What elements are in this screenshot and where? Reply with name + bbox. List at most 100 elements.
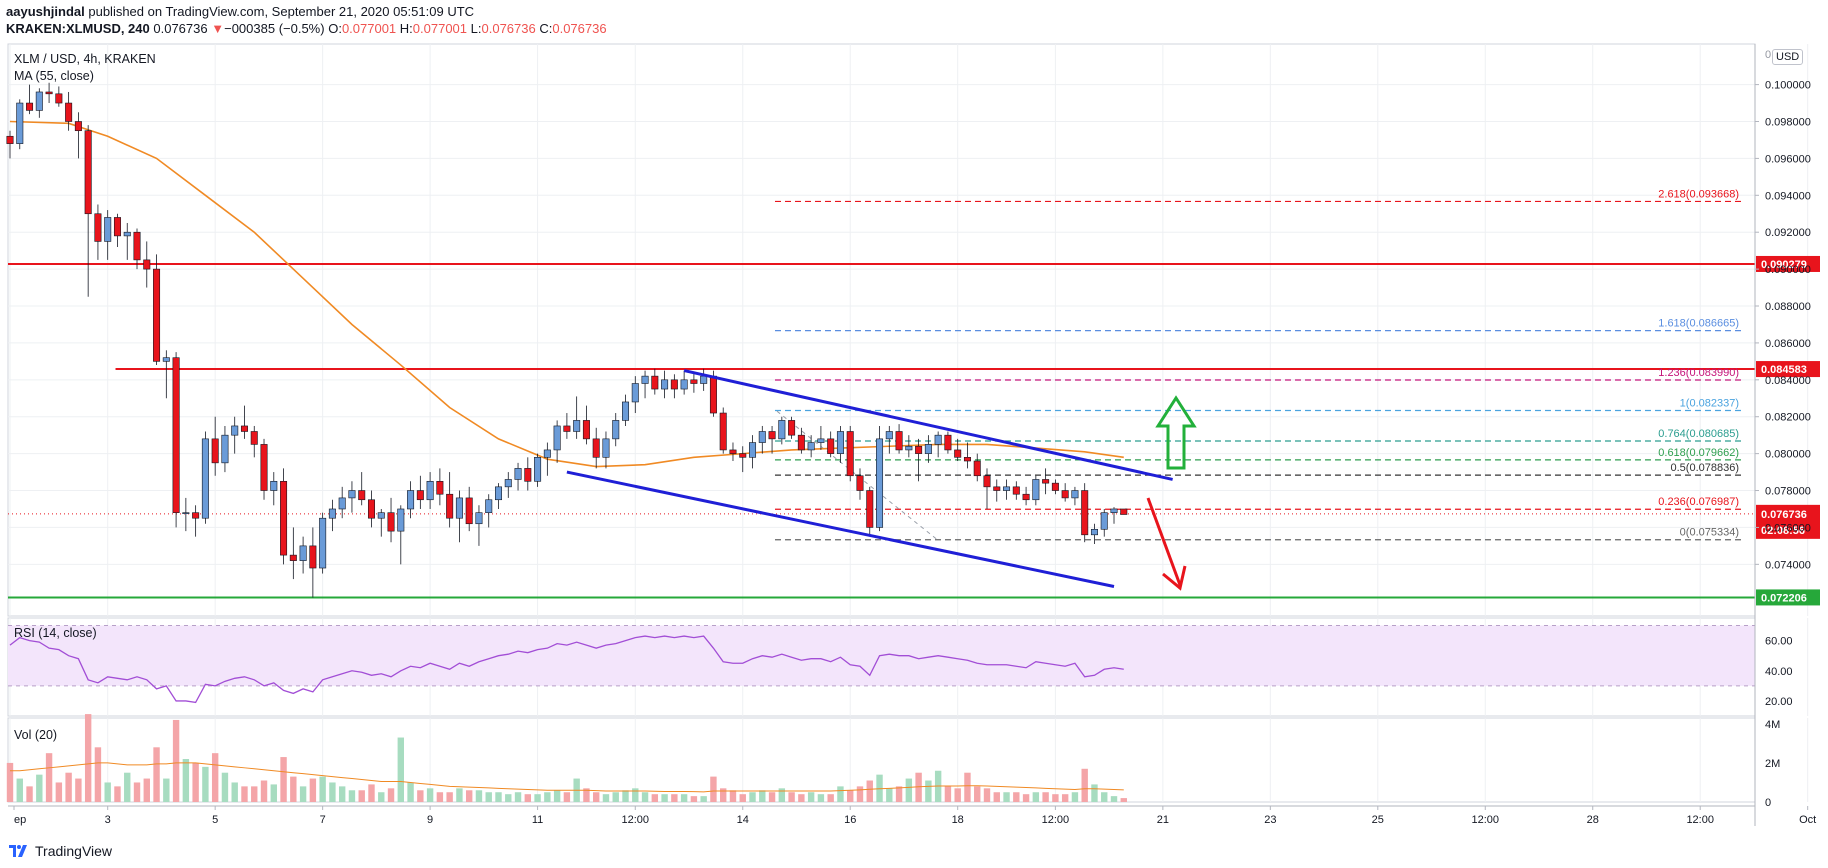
candle-body bbox=[612, 420, 620, 440]
candle-body bbox=[983, 475, 991, 488]
volume-bar bbox=[280, 757, 287, 802]
candle-up bbox=[1032, 475, 1040, 506]
fib-trend-line[interactable] bbox=[776, 410, 939, 541]
volume-ma-line bbox=[10, 762, 1124, 793]
rsi-line bbox=[9, 635, 1124, 704]
candle-body bbox=[328, 508, 336, 519]
volume-bar bbox=[55, 782, 63, 802]
candle-body bbox=[377, 512, 385, 519]
volume-bar bbox=[426, 788, 434, 802]
volume-bar bbox=[436, 792, 444, 802]
fib-level-label: 0.764(0.080685) bbox=[1658, 428, 1739, 440]
candle-up bbox=[758, 425, 766, 454]
time-tick-label: 16 bbox=[844, 814, 856, 826]
candle-down bbox=[416, 475, 424, 509]
candle-body bbox=[397, 508, 405, 532]
volume-bar bbox=[788, 792, 795, 802]
volume-bar bbox=[553, 790, 561, 802]
red-down-arrow-head[interactable] bbox=[1162, 565, 1187, 591]
high-label: H: bbox=[399, 21, 413, 36]
red-down-arrow-shaft[interactable] bbox=[1146, 497, 1182, 586]
fib-level-label: 0.236(0.076987) bbox=[1658, 496, 1739, 508]
candle-up bbox=[348, 481, 356, 513]
volume-bar bbox=[475, 790, 483, 802]
candle-down bbox=[563, 413, 571, 439]
publisher-name[interactable]: aayushjindal bbox=[6, 4, 85, 19]
price-label-bg bbox=[1756, 361, 1820, 378]
volume-bar bbox=[163, 778, 170, 802]
candle-down bbox=[827, 431, 835, 458]
candle-body bbox=[924, 444, 932, 454]
horizontal-levels: 0.090279 0.084583 0.072206 0.076736 02:08:56 bbox=[8, 255, 1820, 606]
fibonacci-retracement[interactable]: 2.618(0.093668) 1.618(0.086665) 1.236(0.08… bbox=[774, 188, 1741, 541]
green-up-arrow[interactable] bbox=[1155, 395, 1197, 470]
price-tick-label: 0.092000 bbox=[1765, 227, 1811, 239]
candle-down bbox=[113, 213, 121, 247]
candle-body bbox=[944, 434, 952, 451]
candle-up bbox=[807, 435, 815, 458]
candle-body bbox=[1071, 490, 1079, 499]
candle-body bbox=[631, 383, 639, 403]
candle-body bbox=[133, 231, 141, 261]
candle-body bbox=[778, 420, 786, 440]
candle-down bbox=[446, 472, 454, 528]
candle-body bbox=[1003, 486, 1011, 491]
volume-pane: 4M 2M 0 bbox=[6, 714, 1780, 809]
volume-bar bbox=[514, 792, 522, 802]
candle-body bbox=[143, 259, 151, 270]
candle-down bbox=[367, 490, 375, 528]
candle-down bbox=[55, 86, 63, 107]
candle-up bbox=[475, 505, 483, 546]
volume-bar bbox=[1032, 792, 1040, 802]
volume-bar bbox=[749, 792, 756, 802]
volume-bar bbox=[690, 796, 698, 802]
price-tick-label: 0.088000 bbox=[1765, 301, 1811, 313]
candle-down bbox=[387, 497, 395, 543]
candle-down bbox=[651, 368, 659, 395]
candle-down bbox=[797, 427, 805, 454]
fib-level-label: 1.236(0.083990) bbox=[1658, 367, 1739, 379]
volume-bar bbox=[964, 772, 971, 802]
volume-bar bbox=[1081, 768, 1088, 802]
candle-down bbox=[309, 527, 317, 598]
current-price-label: 0.076736 bbox=[1761, 509, 1807, 521]
candle-body bbox=[1081, 490, 1089, 536]
main-pane-title: XLM / USD, 4h, KRAKEN bbox=[14, 52, 156, 66]
candle-body bbox=[866, 490, 874, 528]
candle-body bbox=[563, 425, 571, 432]
time-tick-label: 12:00 bbox=[1042, 814, 1070, 826]
candle-body bbox=[788, 420, 796, 436]
candle-body bbox=[807, 442, 815, 451]
volume-bar bbox=[1110, 796, 1118, 802]
channel-lower-line[interactable] bbox=[566, 470, 1115, 588]
volume-bar bbox=[1061, 794, 1069, 802]
tradingview-logo[interactable]: TradingView bbox=[8, 843, 112, 859]
channel-upper-line[interactable] bbox=[683, 369, 1173, 481]
candle-body bbox=[1042, 479, 1050, 484]
price-tick-label: 0.086000 bbox=[1765, 338, 1811, 350]
candle-body bbox=[915, 445, 923, 454]
currency-button[interactable]: USD bbox=[1772, 49, 1804, 65]
price-tick-label: 0.074000 bbox=[1765, 559, 1811, 571]
candle-body bbox=[6, 135, 14, 144]
candle-body bbox=[182, 512, 190, 514]
candle-down bbox=[65, 91, 73, 131]
ma-legend[interactable]: MA (55, close) bbox=[14, 69, 94, 83]
price-label-bg bbox=[1756, 255, 1820, 272]
time-tick-label: 14 bbox=[737, 814, 749, 826]
candle-body bbox=[641, 375, 649, 384]
last-price: 0.076736 bbox=[153, 21, 208, 36]
volume-bar bbox=[75, 778, 82, 802]
candle-down bbox=[739, 446, 747, 473]
fib-level-label: 0.5(0.078836) bbox=[1671, 462, 1740, 474]
candle-body bbox=[1100, 512, 1108, 530]
volume-bar bbox=[720, 788, 727, 802]
volume-bar bbox=[104, 782, 111, 802]
volume-legend[interactable]: Vol (20) bbox=[14, 728, 58, 742]
rsi-legend[interactable]: RSI (14, close) bbox=[14, 626, 97, 640]
fib-level-label: 0(0.075334) bbox=[1680, 527, 1739, 539]
candle-body bbox=[172, 357, 180, 513]
price-change: −000385 (−0.5%) bbox=[224, 21, 325, 36]
price-label-bg bbox=[1756, 589, 1820, 606]
